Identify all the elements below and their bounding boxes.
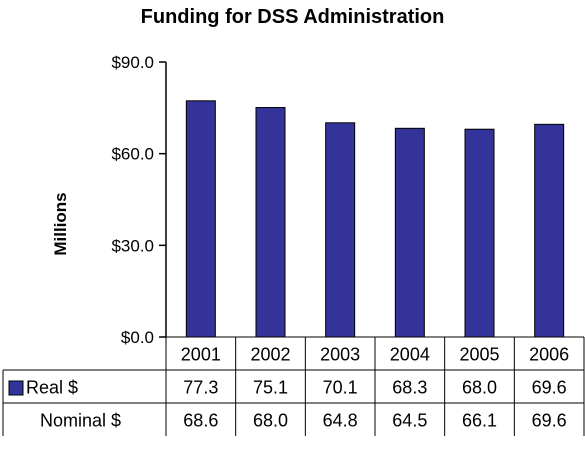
- category-label: 2005: [459, 345, 499, 365]
- bar: [255, 107, 286, 338]
- y-tick-label: $0.0: [121, 328, 154, 347]
- data-table: 2001 2002 2003 2004 2005 2006 Real $ 77.3 75.1 70…: [2, 336, 585, 436]
- y-axis-label: Millions: [51, 192, 70, 255]
- y-tick-label: $30.0: [111, 236, 154, 255]
- y-tick-label: $60.0: [111, 145, 154, 164]
- data-value: 77.3: [183, 378, 218, 398]
- bar: [325, 122, 356, 338]
- category-label: 2001: [181, 345, 221, 365]
- series-name: Nominal $: [40, 411, 121, 431]
- data-value: 68.6: [183, 411, 218, 431]
- bar: [185, 100, 216, 338]
- series-name: Real $: [26, 378, 78, 398]
- category-label: 2003: [320, 345, 360, 365]
- category-label: 2004: [390, 345, 430, 365]
- legend-swatch: [8, 380, 24, 396]
- data-value: 69.6: [532, 378, 567, 398]
- chart-title: Funding for DSS Administration: [140, 6, 445, 28]
- data-value: 68.0: [462, 378, 497, 398]
- data-value: 68.3: [392, 378, 427, 398]
- y-tick-label: $90.0: [111, 53, 154, 72]
- data-value: 66.1: [462, 411, 497, 431]
- data-value: 68.0: [253, 411, 288, 431]
- data-value: 64.8: [323, 411, 358, 431]
- category-label: 2002: [250, 345, 290, 365]
- data-value: 69.6: [532, 411, 567, 431]
- bars: [185, 100, 565, 338]
- category-label: 2006: [529, 345, 569, 365]
- data-value: 64.5: [392, 411, 427, 431]
- bar: [394, 127, 425, 338]
- bar: [464, 128, 495, 338]
- data-value: 75.1: [253, 378, 288, 398]
- bar: [534, 123, 565, 338]
- data-value: 70.1: [323, 378, 358, 398]
- y-axis: $90.0 $60.0 $30.0 $0.0: [111, 53, 167, 347]
